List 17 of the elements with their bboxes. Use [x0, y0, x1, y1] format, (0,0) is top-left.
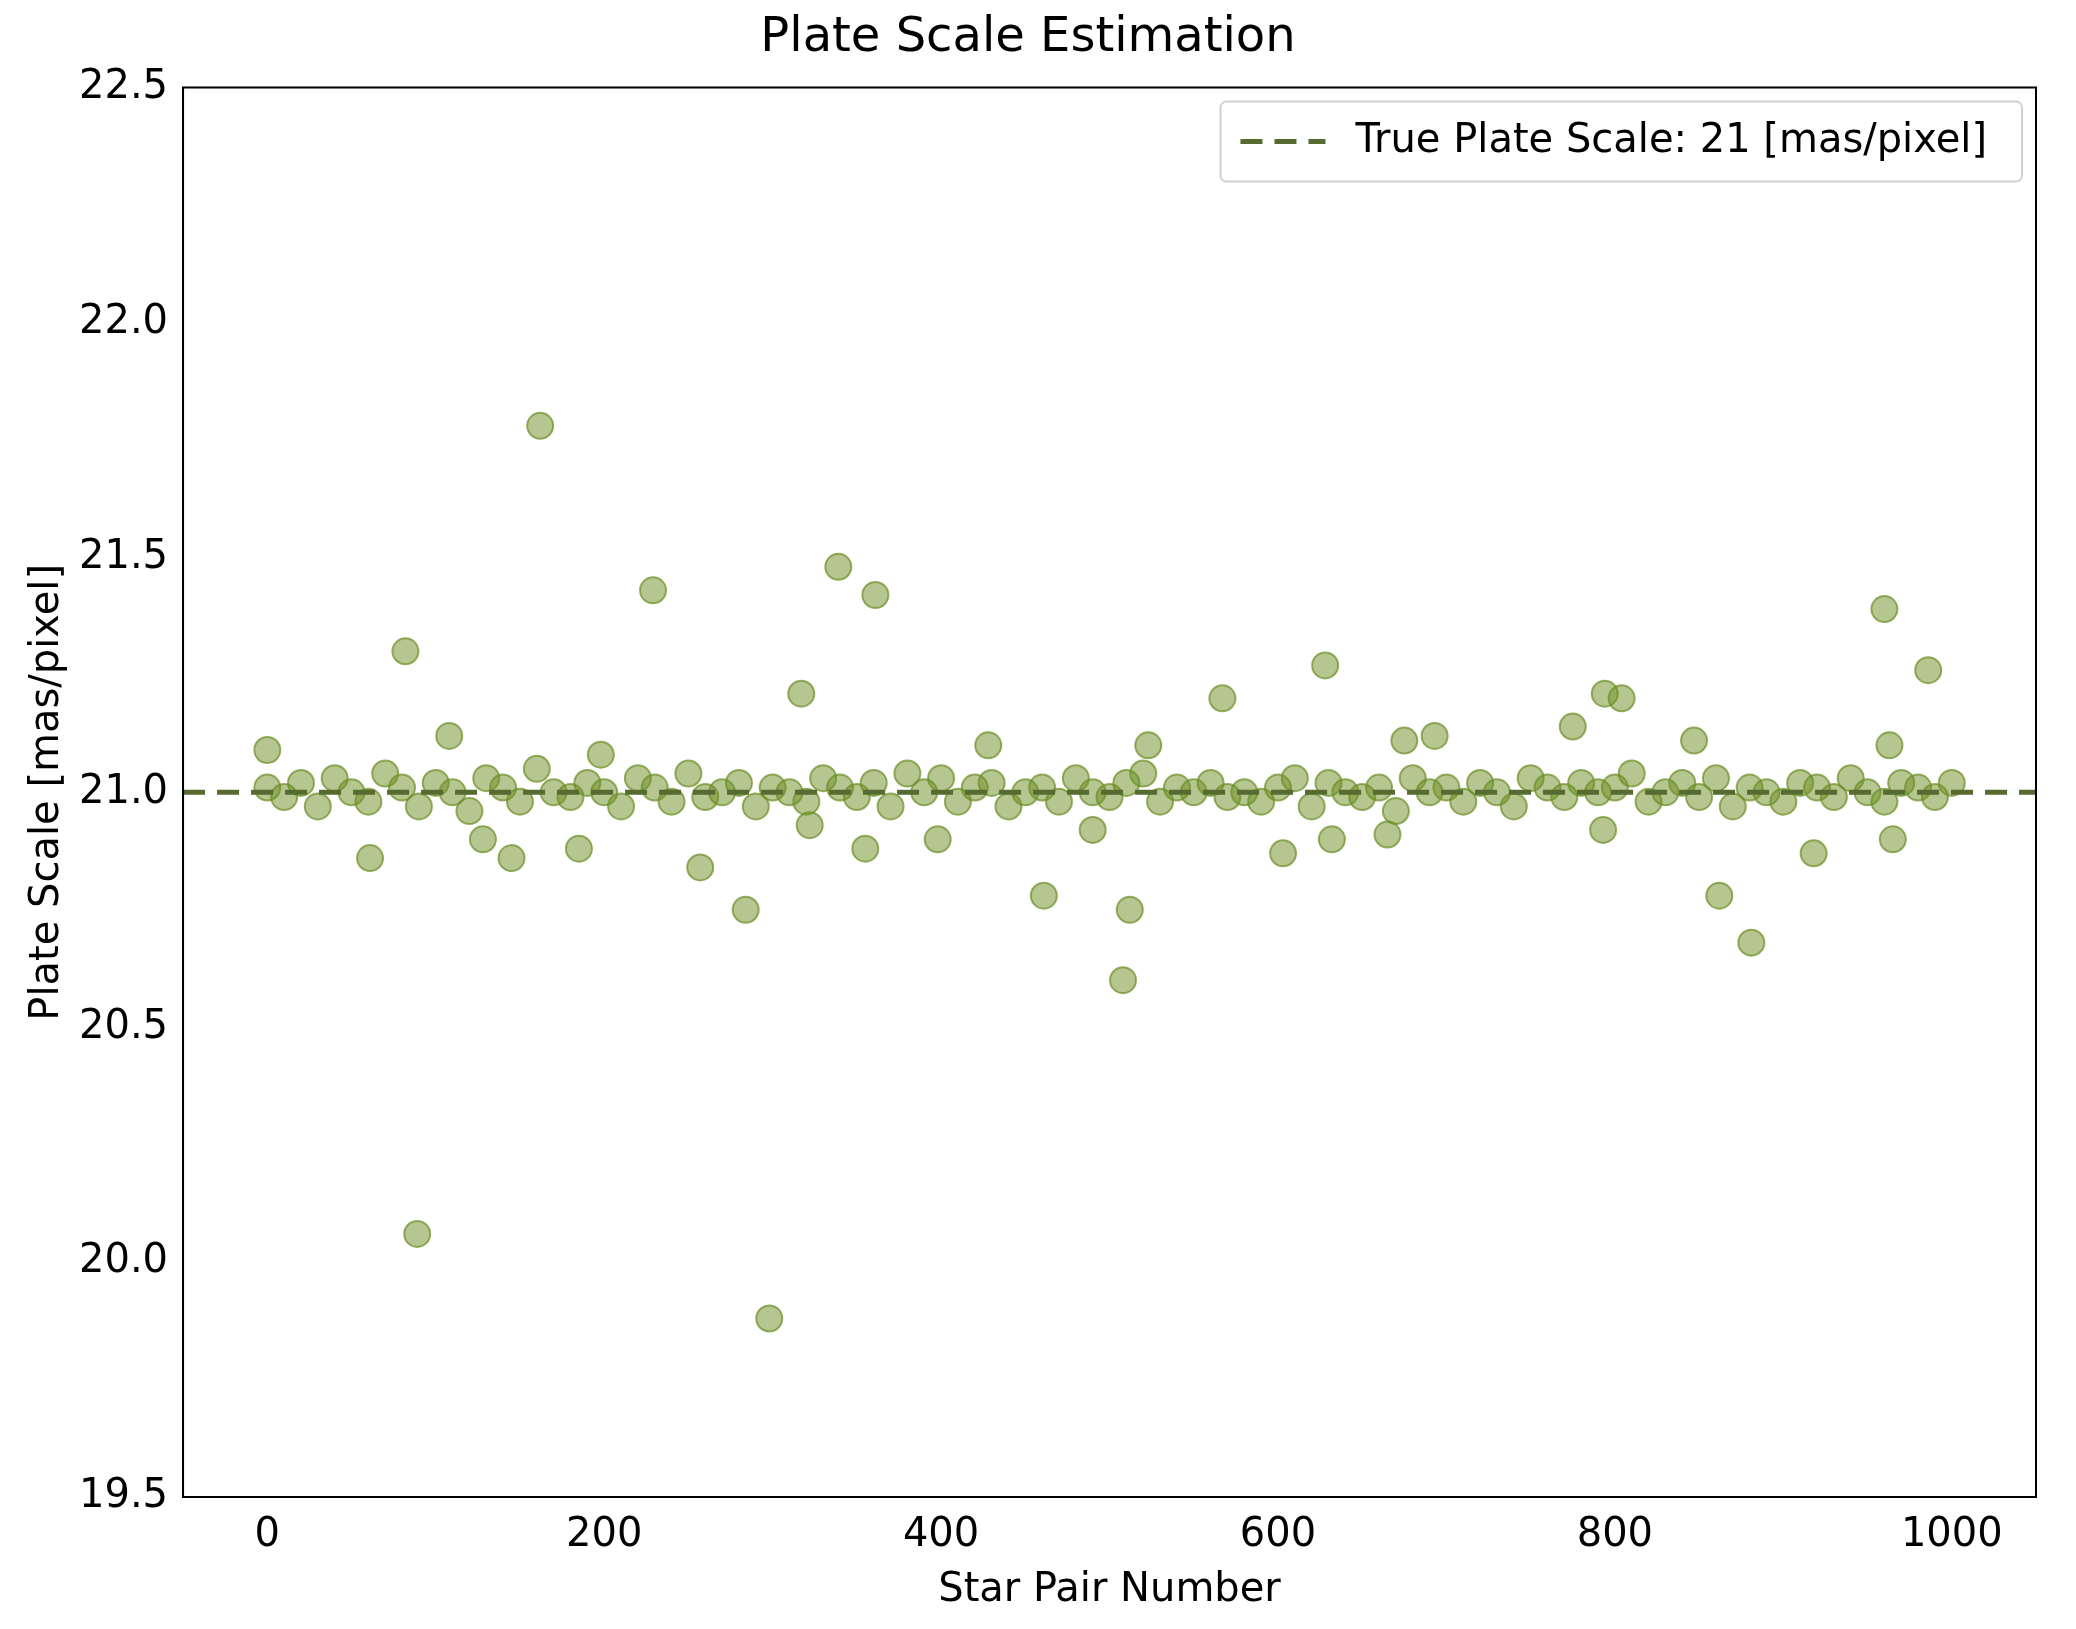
x-tick-label: 600	[1239, 1509, 1317, 1556]
x-tick-label: 0	[254, 1509, 281, 1556]
y-tick-label: 19.5	[79, 1470, 169, 1517]
x-tick-label: 800	[1576, 1509, 1654, 1556]
y-tick-label: 21.5	[79, 530, 169, 577]
legend-label: True Plate Scale: 21 [mas/pixel]	[1354, 114, 1988, 161]
y-tick-label: 22.0	[79, 295, 169, 342]
y-tick-label: 21.0	[79, 765, 169, 812]
x-tick-label: 1000	[1900, 1509, 2003, 1556]
x-tick-label: 200	[566, 1509, 643, 1556]
chart-title: Plate Scale Estimation	[760, 6, 1296, 63]
y-axis-title: Plate Scale [mas/pixel]	[21, 563, 68, 1021]
y-tick-label: 20.0	[79, 1235, 169, 1282]
y-tick-label: 20.5	[79, 1000, 169, 1047]
x-tick-label: 400	[902, 1509, 980, 1556]
x-axis-title: Star Pair Number	[938, 1564, 1282, 1611]
y-tick-label: 22.5	[79, 60, 169, 107]
